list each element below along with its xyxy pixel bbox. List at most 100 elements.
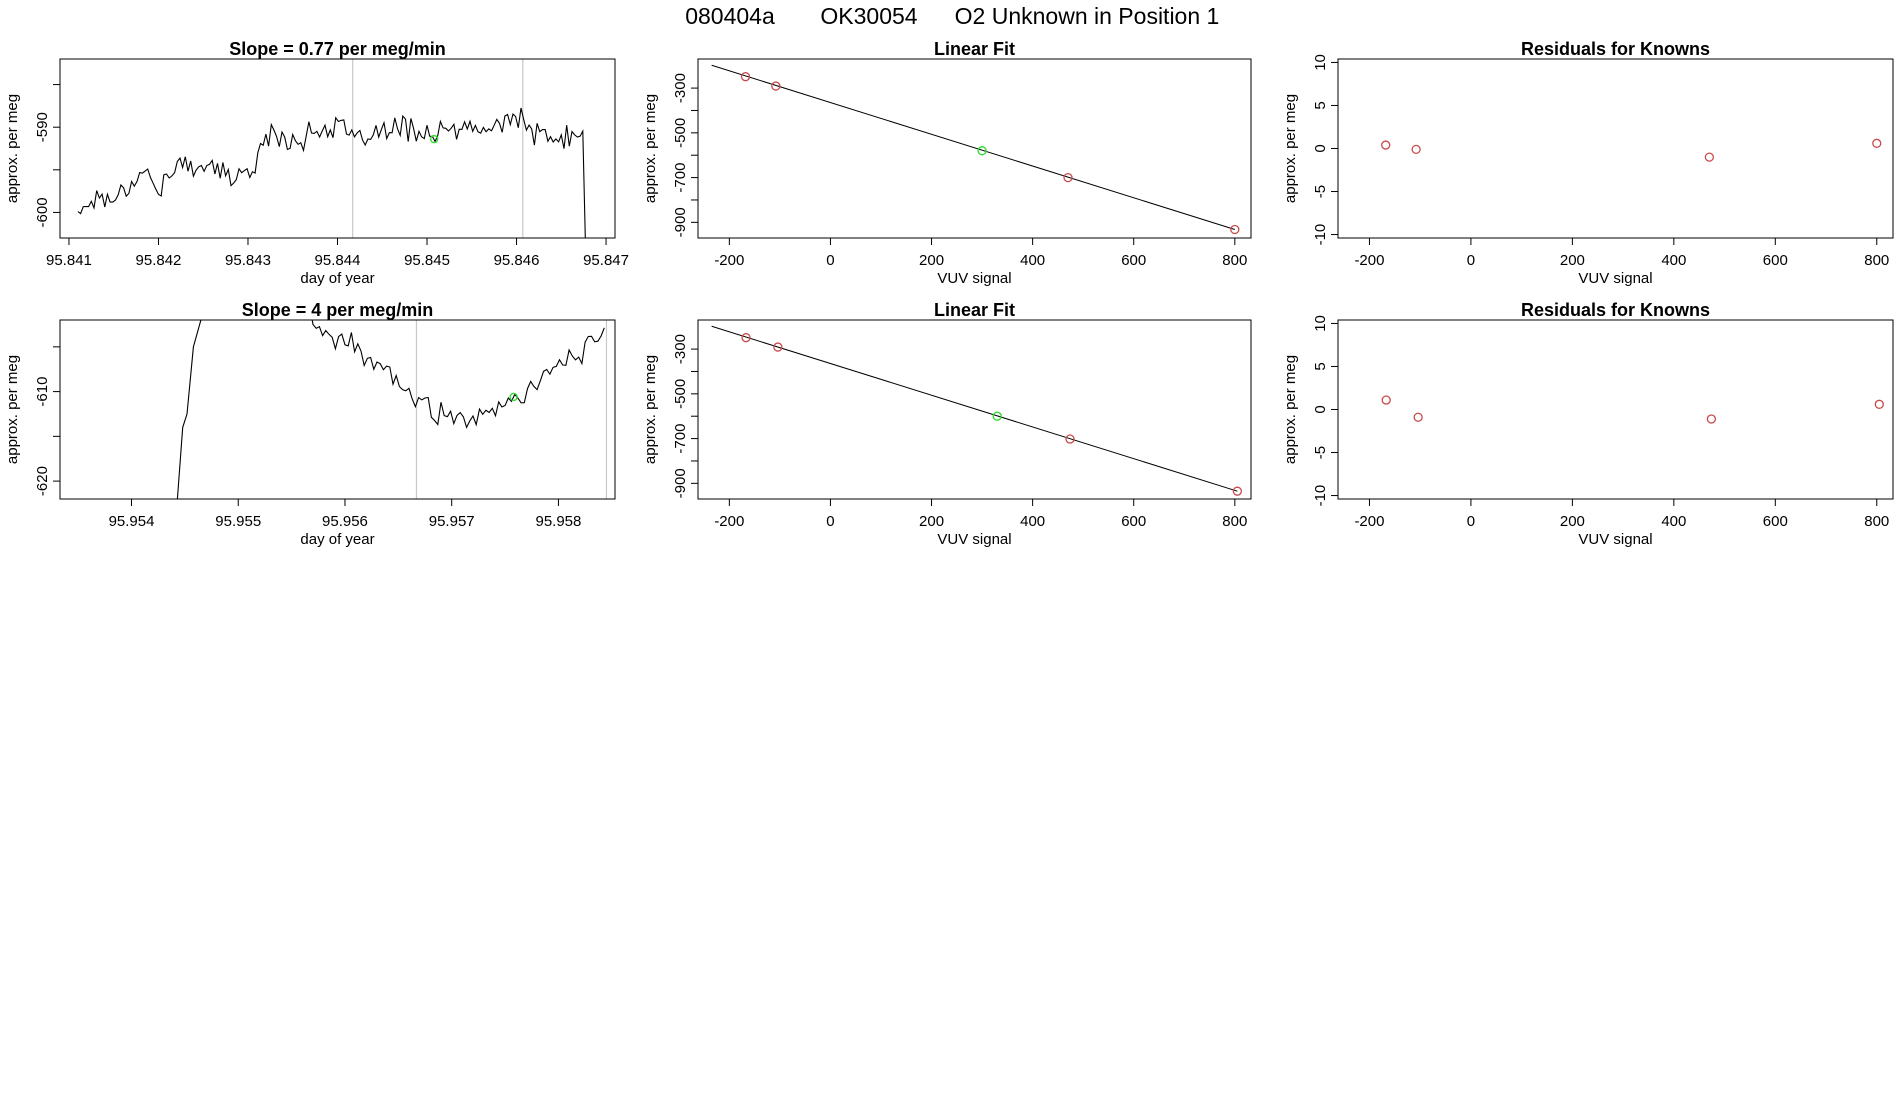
x-tick-label: 0 (826, 513, 834, 530)
header-run-id: 080404a (685, 3, 775, 29)
y-axis-label: approx. per meg (1282, 94, 1299, 203)
x-axis-label: day of year (300, 531, 374, 548)
panel-res1: Residuals for Knowns -200 0 200 400 600 800 VUV… (1282, 39, 1894, 287)
x-tick-label: 95.841 (46, 252, 92, 269)
x-tick-label: 0 (1467, 252, 1475, 269)
y-tick-label: -10 (1312, 485, 1329, 507)
y-axis-label: approx. per meg (4, 94, 21, 203)
x-tick-label: -200 (714, 252, 744, 269)
panel-title: Slope = 4 per meg/min (242, 300, 434, 320)
y-tick-label: 5 (1312, 362, 1329, 370)
time-series-trace (77, 107, 586, 238)
unknown-sample-marker (429, 134, 439, 144)
x-tick-label: 95.847 (583, 252, 629, 269)
known-standard-point (1413, 412, 1423, 422)
unknown-sample-point (992, 411, 1002, 421)
y-tick-label: 10 (1312, 315, 1329, 332)
x-tick-label: 200 (919, 513, 944, 530)
y-tick-label: -900 (672, 207, 689, 237)
plot-frame (1337, 58, 1894, 239)
known-standard-point (1232, 486, 1243, 496)
x-tick-label: 0 (826, 252, 834, 269)
fit-line (711, 64, 1235, 230)
known-standard-point (1230, 224, 1240, 235)
known-standard-point (1704, 152, 1715, 162)
y-tick-label: -610 (34, 377, 51, 407)
x-axis-label: day of year (300, 270, 374, 287)
x-tick-label: 95.843 (225, 252, 271, 269)
x-tick-label: 800 (1222, 513, 1247, 530)
panel-title: Residuals for Knowns (1521, 300, 1710, 320)
fit-line (711, 325, 1238, 492)
y-tick-label: 5 (1312, 101, 1329, 109)
known-standard-point (1381, 140, 1391, 150)
x-tick-label: 95.955 (215, 513, 261, 530)
x-tick-label: 800 (1864, 252, 1889, 269)
y-tick-label: -300 (672, 334, 689, 364)
y-tick-label: -5 (1312, 446, 1329, 459)
panel-res2: Residuals for Knowns -200 0 200 400 600 800 VUV… (1282, 300, 1894, 548)
y-axis-label: approx. per meg (642, 355, 659, 464)
y-tick-label: -500 (672, 379, 689, 409)
known-standard-point (1411, 144, 1421, 155)
x-axis-label: VUV signal (1578, 531, 1652, 548)
known-standard-point (1874, 399, 1884, 409)
plot-area (176, 320, 608, 499)
x-tick-label: 600 (1121, 513, 1146, 530)
x-axis-label: VUV signal (1578, 270, 1652, 287)
x-tick-label: 95.845 (404, 252, 450, 269)
plot-frame (59, 58, 616, 239)
y-tick-label: -900 (672, 468, 689, 498)
x-tick-label: 95.842 (136, 252, 182, 269)
x-tick-label: 800 (1864, 513, 1889, 530)
x-tick-label: 95.958 (535, 513, 581, 530)
panel-ts2: Slope = 4 per meg/min 95.954 95.955 95.956 9… (4, 300, 616, 548)
y-tick-label: -700 (672, 424, 689, 454)
panel-title: Linear Fit (934, 300, 1015, 320)
x-tick-label: -200 (714, 513, 744, 530)
figure-header: 080404a OK30054 O2 Unknown in Position 1 (685, 3, 1219, 29)
unknown-sample-marker (509, 392, 518, 402)
known-standard-point (1065, 434, 1075, 444)
x-tick-label: 95.844 (315, 252, 361, 269)
x-tick-label: 400 (1661, 513, 1686, 530)
panel-fit2: Linear Fit -200 0 200 400 600 800 VUV signal -90… (642, 300, 1252, 548)
x-tick-label: 0 (1467, 513, 1475, 530)
x-tick-label: 95.957 (429, 513, 475, 530)
plot-area (711, 325, 1243, 496)
plot-area (77, 59, 586, 238)
x-tick-label: -200 (1354, 252, 1384, 269)
panel-fit1: Linear Fit -200 0 200 400 600 800 VUV signal -90… (642, 39, 1252, 287)
x-tick-label: 600 (1763, 513, 1788, 530)
header-tank-id: OK30054 (820, 3, 917, 29)
known-standard-point (771, 81, 781, 91)
panel-title: Slope = 0.77 per meg/min (229, 39, 446, 59)
known-standard-point (1063, 172, 1073, 183)
panel-grid: Slope = 0.77 per meg/min 95.841 95.842 95.8… (4, 39, 1894, 548)
x-tick-label: 200 (919, 252, 944, 269)
y-tick-label: -10 (1312, 224, 1329, 246)
x-tick-label: 600 (1121, 252, 1146, 269)
x-tick-label: -200 (1354, 513, 1384, 530)
y-axis-label: approx. per meg (4, 355, 21, 464)
known-standard-point (773, 342, 783, 352)
x-tick-label: 400 (1020, 252, 1045, 269)
y-tick-label: -590 (34, 112, 51, 142)
x-tick-label: 600 (1763, 252, 1788, 269)
y-tick-label: 0 (1312, 144, 1329, 152)
plot-frame (697, 319, 1252, 500)
x-axis-label: VUV signal (937, 270, 1011, 287)
known-standard-point (741, 333, 751, 343)
y-tick-label: -620 (34, 466, 51, 496)
x-tick-label: 400 (1661, 252, 1686, 269)
x-tick-label: 95.846 (494, 252, 540, 269)
header-description: O2 Unknown in Position 1 (955, 3, 1220, 29)
x-axis-label: VUV signal (937, 531, 1011, 548)
y-tick-label: 0 (1312, 405, 1329, 413)
known-standard-point (1872, 138, 1882, 148)
panel-title: Linear Fit (934, 39, 1015, 59)
y-tick-label: -700 (672, 163, 689, 193)
y-tick-label: -600 (34, 197, 51, 227)
plot-area (1381, 395, 1884, 424)
